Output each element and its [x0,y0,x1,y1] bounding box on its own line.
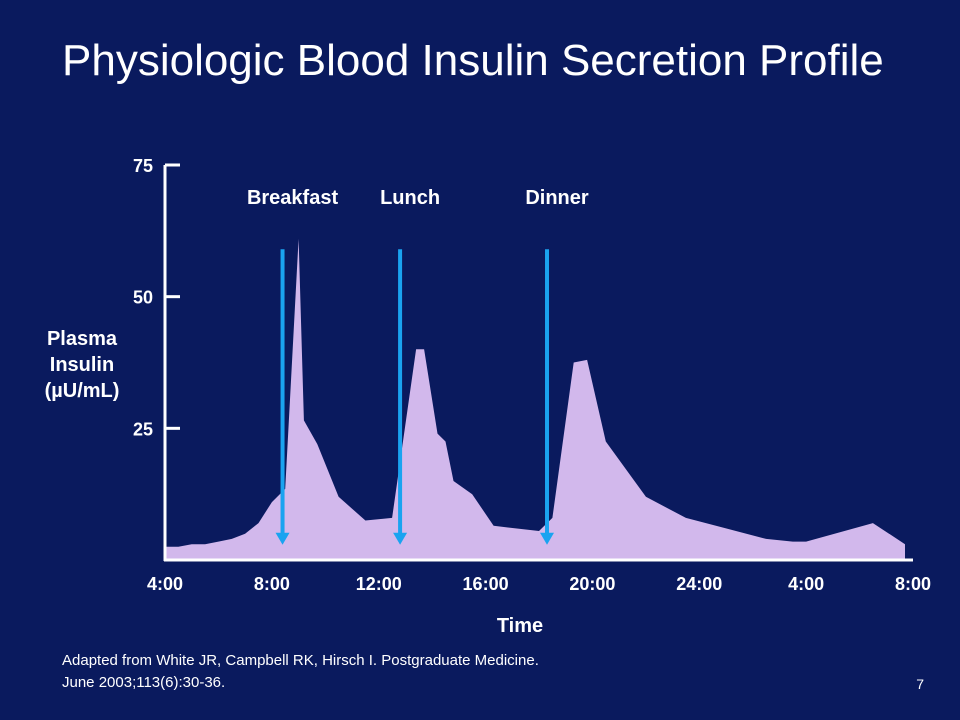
y-axis-title: Plasma Insulin (µU/mL) [24,326,140,404]
citation-line-2: June 2003;113(6):30-36. [62,674,226,691]
page-number: 7 [916,676,924,692]
label-layer: 25 50 75 4:00 8:00 12:00 16:00 20:00 24:00 4:00 8:… [133,156,931,594]
y-tick-label-50: 50 [133,288,153,308]
breakfast-arrow-head [275,532,290,545]
y-tick-label-25: 25 [133,419,153,439]
area-layer [165,238,905,560]
lunch-label: Lunch [380,187,440,209]
x-axis-title: Time [497,615,543,637]
arrow-layer [275,249,555,545]
x-tick-label-3: 16:00 [463,574,509,594]
y-tick-label-75: 75 [133,156,153,176]
x-tick-label-1: 8:00 [254,574,290,594]
citation: Adapted from White JR, Campbell RK, Hirs… [62,650,762,694]
x-tick-label-0: 4:00 [147,574,183,594]
dinner-arrow-head [540,532,555,545]
x-tick-label-5: 24:00 [676,574,722,594]
y-axis-title-line-2: Insulin [49,354,115,376]
slide-title: Physiologic Blood Insulin Secretion Prof… [62,36,884,85]
axis-layer [163,163,913,562]
x-tick-label-6: 4:00 [788,574,824,594]
x-tick-label-2: 12:00 [356,574,402,594]
citation-line-1: Adapted from White JR, Campbell RK, Hirs… [62,652,539,669]
insulin-area-series-0 [165,238,905,560]
x-tick-label-7: 8:00 [895,574,931,594]
dinner-label: Dinner [525,187,589,209]
lunch-arrow-head [393,532,408,545]
y-axis-title-line-1: Plasma [46,328,118,350]
y-axis-title-line-3: (µU/mL) [44,380,120,402]
x-tick-label-4: 20:00 [569,574,615,594]
breakfast-label: Breakfast [247,187,339,209]
